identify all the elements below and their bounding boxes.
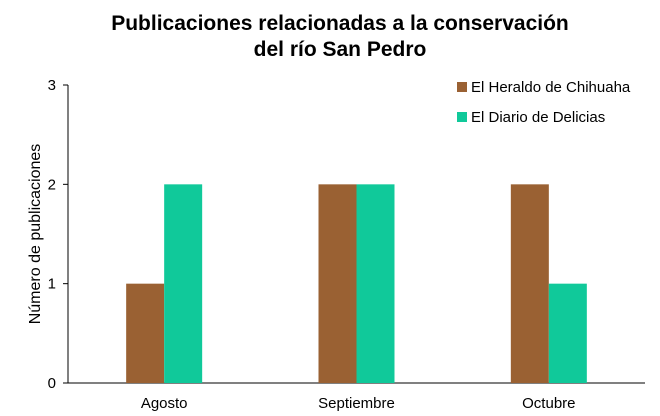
bar [548,283,587,383]
bar [126,283,165,383]
legend-label: El Heraldo de Chihuaha [471,79,631,96]
y-tick-label: 3 [48,77,56,94]
y-axis-label: Número de publicaciones [27,144,44,325]
legend-swatch [457,82,467,92]
chart-title-line-2: del río San Pedro [254,38,427,61]
plot-area: 0 1 2 3 Agosto Septiembre Octubre [48,77,645,412]
chart-title-line-1: Publicaciones relacionadas a la conserva… [111,12,569,35]
legend-swatch [457,112,467,122]
legend-label: El Diario de Delicias [471,109,605,126]
bar [356,184,395,383]
x-tick-label: Septiembre [318,395,395,412]
y-tick-label: 0 [48,375,56,392]
y-tick-label: 1 [48,276,56,293]
bar [164,184,203,383]
x-tick-label: Agosto [141,395,188,412]
y-tick-label: 2 [48,176,56,193]
bar [510,184,549,383]
x-tick-label: Octubre [522,395,575,412]
legend: El Heraldo de Chihuaha El Diario de Delic… [457,79,631,126]
bar [318,184,357,383]
